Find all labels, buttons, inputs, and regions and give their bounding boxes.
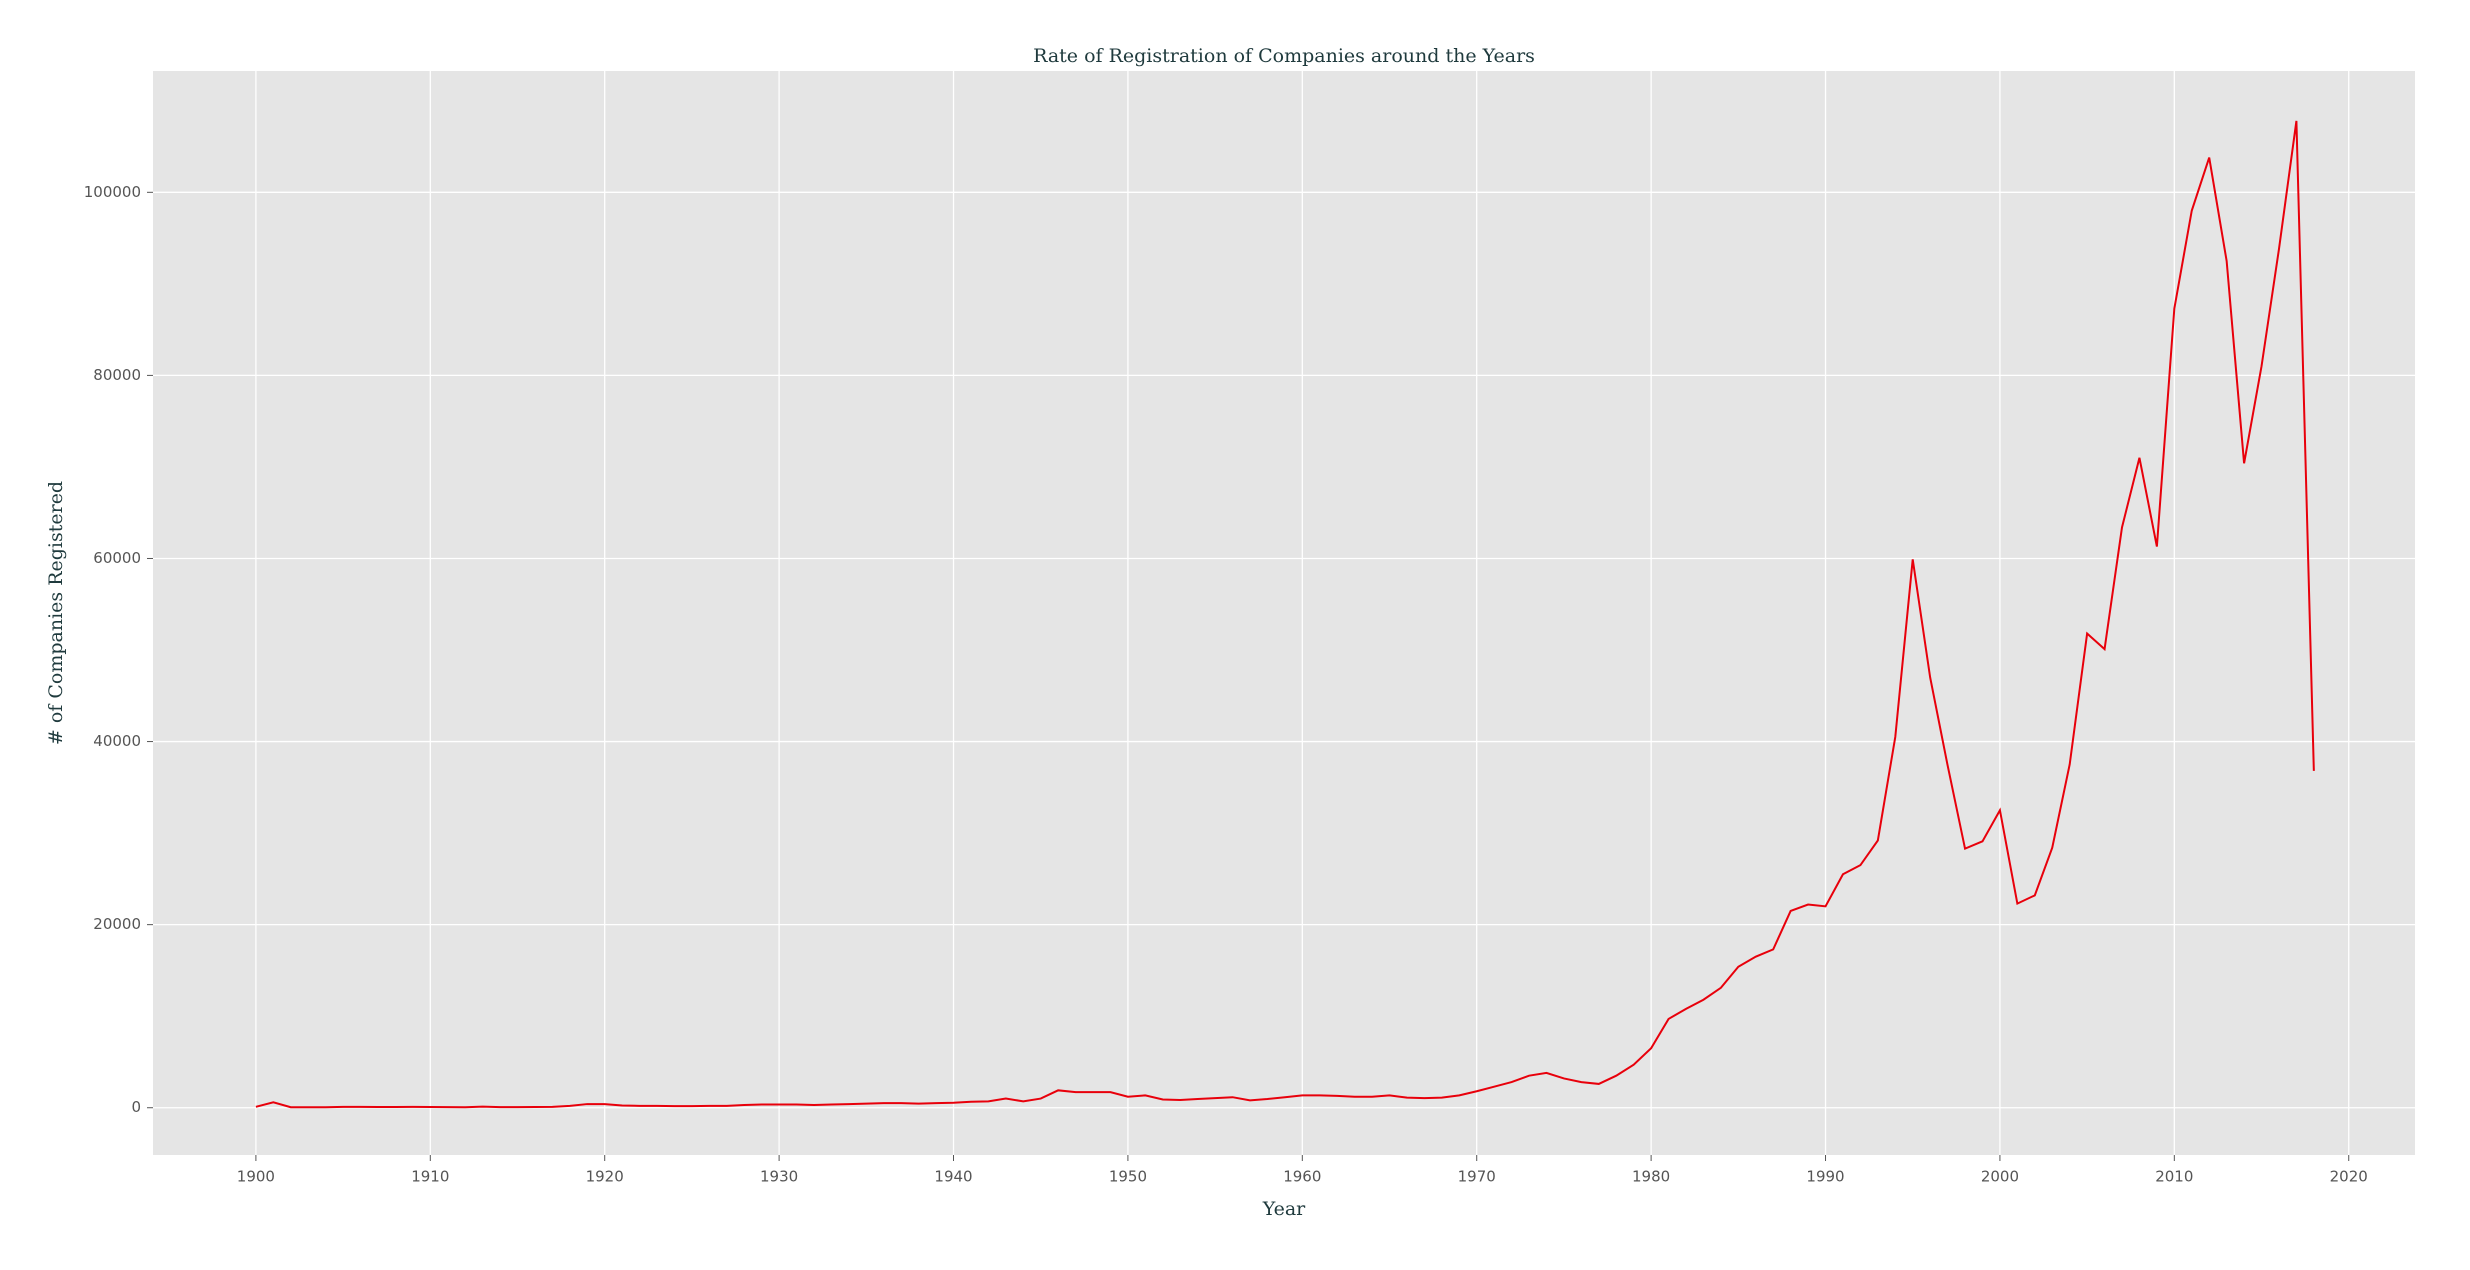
x-tick-label: 1950	[1109, 1168, 1147, 1186]
y-tick-label: 40000	[93, 732, 141, 750]
x-tick-label: 1960	[1283, 1168, 1321, 1186]
x-axis-label: Year	[1262, 1198, 1306, 1220]
x-tick-label: 2010	[2155, 1168, 2193, 1186]
x-tick-label: 1980	[1632, 1168, 1670, 1186]
data-line	[255, 120, 2315, 1109]
x-tick-label: 1910	[411, 1168, 449, 1186]
plot-area	[153, 71, 2415, 1155]
x-tick-label: 1940	[934, 1168, 972, 1186]
x-tick-label: 1930	[760, 1168, 798, 1186]
y-axis-label: # of Companies Registered	[45, 481, 67, 745]
x-tick-label: 1970	[1458, 1168, 1496, 1186]
chart-title: Rate of Registration of Companies around…	[1033, 45, 1535, 67]
y-tick-label: 0	[131, 1098, 141, 1116]
y-tick-label: 20000	[93, 915, 141, 933]
x-tick-label: 2000	[1981, 1168, 2019, 1186]
x-tick-label: 1900	[237, 1168, 275, 1186]
y-tick-label: 80000	[93, 366, 141, 384]
y-tick-label: 100000	[84, 183, 141, 201]
x-tick-label: 1920	[586, 1168, 624, 1186]
x-tick-label: 2020	[2330, 1168, 2368, 1186]
x-tick-label: 1990	[1806, 1168, 1844, 1186]
y-tick-label: 60000	[93, 549, 141, 567]
